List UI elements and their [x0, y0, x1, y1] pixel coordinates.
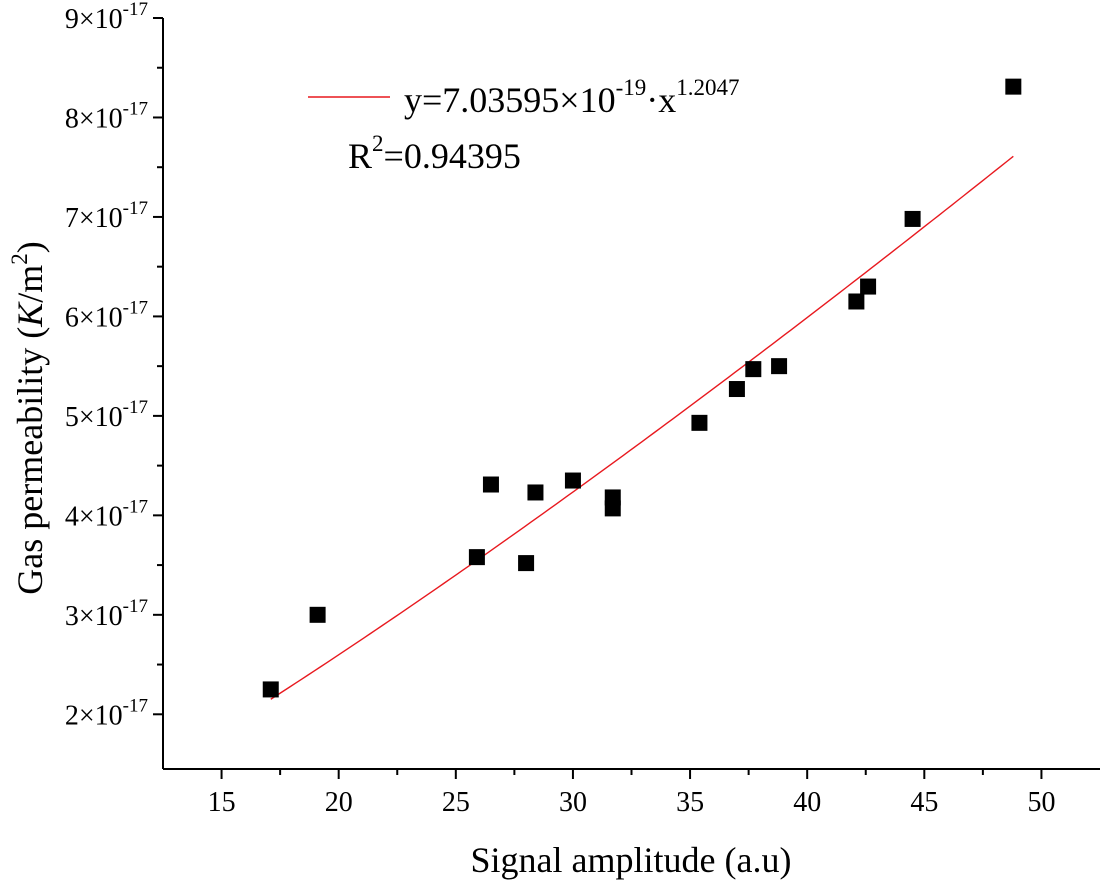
- data-point: [518, 555, 535, 572]
- data-point: [527, 484, 544, 501]
- data-point: [904, 210, 921, 227]
- x-tick-label: 45: [910, 787, 938, 818]
- legend: y=7.03595×10-19·x1.2047 R2=0.94395: [308, 75, 740, 176]
- y-tick-label: 2×10-17: [65, 695, 148, 731]
- data-point: [860, 278, 877, 295]
- data-point: [691, 414, 708, 431]
- x-tick-label: 25: [442, 787, 470, 818]
- y-axis-title: Gas permeability (K/m2): [7, 241, 50, 594]
- y-tick-label: 6×10-17: [65, 297, 148, 333]
- y-tick-label: 4×10-17: [65, 496, 148, 532]
- data-point: [771, 358, 788, 375]
- y-tick-label: 3×10-17: [65, 596, 148, 632]
- data-point: [604, 500, 621, 517]
- y-tick-label: 5×10-17: [65, 397, 148, 433]
- axis-ticks: [153, 17, 1043, 779]
- axes: [162, 18, 1100, 770]
- data-markers: [262, 78, 1022, 698]
- x-tick-label: 40: [793, 787, 821, 818]
- data-point: [482, 476, 499, 493]
- legend-r-squared: R2=0.94395: [348, 131, 521, 176]
- y-tick-label: 9×10-17: [65, 0, 148, 35]
- y-tick-label: 8×10-17: [65, 98, 148, 134]
- x-tick-label: 50: [1027, 787, 1055, 818]
- data-point: [745, 361, 762, 378]
- data-point: [262, 681, 279, 698]
- data-point: [564, 472, 581, 489]
- x-tick-label: 15: [208, 787, 236, 818]
- data-point: [1005, 78, 1022, 95]
- legend-equation: y=7.03595×10-19·x1.2047: [404, 75, 740, 120]
- y-tick-label: 7×10-17: [65, 198, 148, 234]
- x-tick-label: 30: [559, 787, 587, 818]
- data-point: [468, 549, 485, 566]
- x-axis-title: Signal amplitude (a.u): [471, 840, 792, 880]
- x-tick-label: 35: [676, 787, 704, 818]
- data-point: [848, 293, 865, 310]
- fit-curve: [270, 155, 1014, 700]
- tick-labels: 15 20 25 30 35 40 45 50 2×10-17 3×10-17 4×10-17 5×1…: [65, 0, 1056, 818]
- data-point: [728, 381, 745, 398]
- x-tick-label: 20: [325, 787, 353, 818]
- data-point: [309, 606, 326, 623]
